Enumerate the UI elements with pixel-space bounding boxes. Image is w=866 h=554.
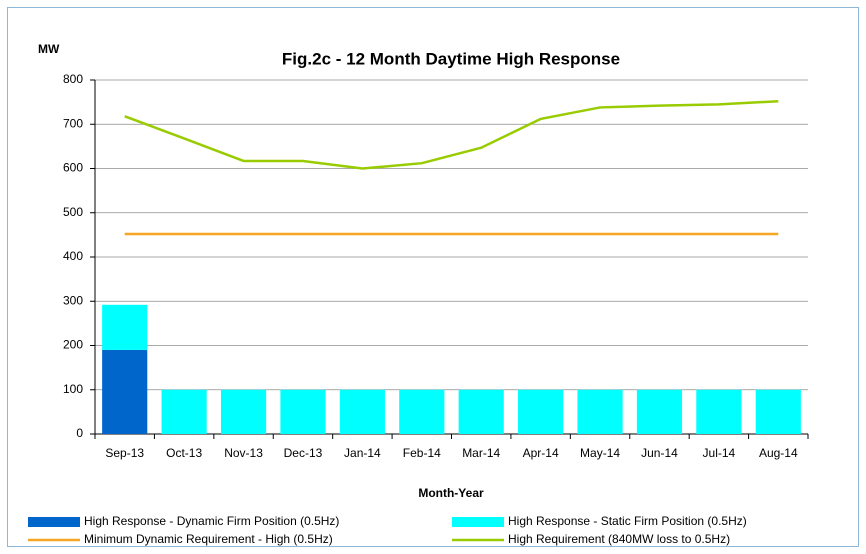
y-tick-label: 200 (63, 338, 83, 352)
x-tick-label: Aug-14 (759, 446, 798, 460)
x-tick-label: Sep-13 (105, 446, 144, 460)
x-tick-label: Mar-14 (462, 446, 500, 460)
y-tick-label: 300 (63, 293, 83, 307)
chart-title: Fig.2c - 12 Month Daytime High Response (282, 49, 620, 68)
chart-border (7, 7, 859, 547)
bar (636, 389, 683, 434)
y-tick-label: 400 (63, 249, 83, 263)
bar (577, 389, 623, 434)
line (124, 99, 779, 170)
legend-label: High Response - Static Firm Position (0.… (508, 514, 747, 528)
bar (220, 389, 267, 434)
legend-swatch (28, 517, 80, 527)
bar (518, 389, 564, 434)
x-tick-label: Feb-14 (403, 446, 441, 460)
x-tick-label: May-14 (580, 446, 620, 460)
bar (102, 304, 148, 350)
bar (458, 389, 504, 434)
x-tick-label: Nov-13 (224, 446, 263, 460)
legend-swatch (452, 517, 504, 527)
x-axis-title: Month-Year (418, 486, 484, 500)
y-tick-label: 0 (76, 426, 83, 440)
y-tick-label: 600 (63, 161, 83, 175)
bar (755, 389, 801, 434)
x-tick-label: Jul-14 (703, 446, 736, 460)
y-tick-label: 700 (63, 116, 83, 130)
x-tick-label: Dec-13 (284, 446, 323, 460)
legend-label: Minimum Dynamic Requirement - High (0.5H… (84, 532, 333, 546)
bar (102, 349, 148, 434)
y-tick-label: 100 (63, 382, 83, 396)
legend-label: High Response - Dynamic Firm Position (0… (84, 514, 339, 528)
x-tick-label: Jun-14 (641, 446, 678, 460)
x-tick-label: Oct-13 (166, 446, 202, 460)
x-tick-label: Jan-14 (344, 446, 381, 460)
bar (161, 389, 207, 434)
y-tick-label: 800 (63, 72, 83, 86)
bar (280, 389, 326, 434)
y-tick-label: 500 (63, 205, 83, 219)
bar (696, 389, 742, 434)
bar (399, 389, 445, 434)
y-axis-title: MW (38, 42, 60, 56)
x-tick-label: Apr-14 (523, 446, 559, 460)
bar (339, 389, 385, 434)
legend-label: High Requirement (840MW loss to 0.5Hz) (508, 532, 730, 546)
